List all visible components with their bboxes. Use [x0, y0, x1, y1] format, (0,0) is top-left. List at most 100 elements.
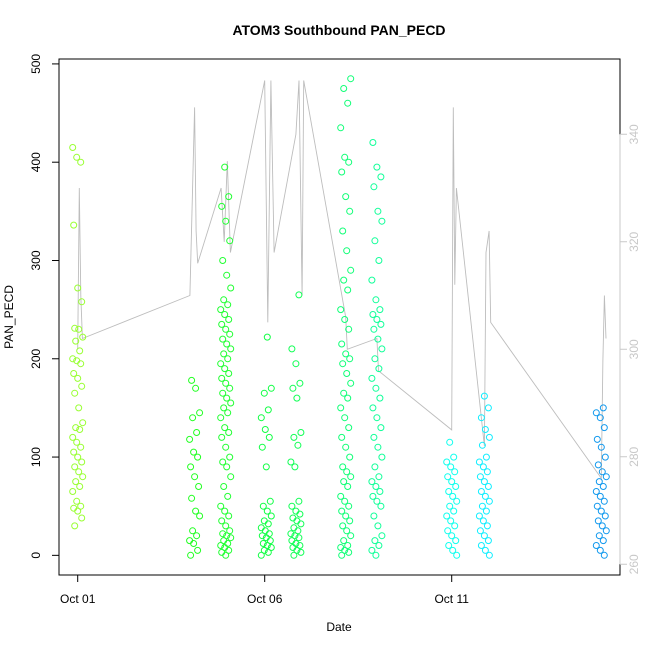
data-point	[186, 435, 194, 443]
data-point	[478, 502, 486, 510]
data-point	[223, 532, 231, 540]
data-point	[217, 542, 225, 549]
data-point	[368, 276, 376, 284]
data-point	[377, 320, 385, 328]
data-point	[338, 340, 346, 348]
data-point	[595, 532, 603, 540]
data-point	[70, 370, 78, 377]
data-point	[218, 517, 226, 525]
data-point	[345, 548, 353, 556]
gray-series-layer	[77, 80, 607, 480]
data-point	[196, 409, 204, 417]
data-point	[337, 124, 345, 132]
data-point	[74, 374, 82, 382]
data-point	[77, 360, 85, 368]
right-tick-label: 340	[627, 124, 641, 144]
y-tick-label: 100	[29, 447, 43, 467]
data-point	[296, 510, 304, 518]
data-point	[377, 502, 385, 510]
data-point	[345, 325, 353, 333]
data-point	[72, 478, 80, 486]
data-point	[218, 202, 226, 210]
data-point	[223, 340, 231, 348]
data-point	[378, 345, 386, 353]
data-point	[443, 458, 451, 466]
data-point	[290, 551, 298, 559]
data-point	[296, 379, 304, 387]
data-point	[217, 360, 225, 368]
data-point	[446, 502, 454, 510]
data-point	[600, 424, 608, 432]
data-point	[189, 414, 197, 422]
data-point	[226, 330, 234, 338]
data-point	[218, 433, 226, 441]
data-point	[483, 522, 491, 530]
data-point	[372, 483, 380, 490]
data-point	[187, 463, 195, 471]
data-point	[374, 522, 382, 530]
data-point	[343, 370, 351, 377]
data-point	[345, 158, 353, 166]
data-point	[345, 424, 353, 432]
data-point	[223, 463, 231, 471]
data-point	[261, 426, 269, 433]
data-point	[346, 207, 354, 215]
data-point	[79, 473, 87, 481]
data-point	[480, 478, 488, 486]
data-point	[224, 492, 232, 500]
y-tick-label: 300	[29, 250, 43, 270]
data-point	[593, 502, 601, 510]
data-point	[75, 404, 83, 412]
data-point	[370, 325, 378, 333]
plot-frame	[58, 58, 621, 576]
data-point	[289, 384, 297, 392]
data-point	[293, 394, 301, 402]
y-tick-label: 400	[29, 152, 43, 172]
data-point	[225, 316, 233, 323]
data-point	[450, 453, 458, 461]
data-point	[297, 548, 305, 556]
data-point	[342, 512, 350, 520]
data-point	[338, 433, 346, 441]
data-point	[77, 443, 85, 451]
data-point	[188, 494, 196, 502]
data-point	[71, 463, 79, 471]
data-point	[374, 335, 382, 343]
data-point	[484, 483, 492, 490]
data-point	[485, 551, 493, 559]
data-point	[485, 497, 493, 505]
data-point	[371, 237, 379, 245]
data-point	[345, 502, 353, 510]
data-point	[593, 435, 601, 443]
data-point	[451, 468, 459, 476]
data-point	[452, 537, 460, 545]
data-point	[449, 492, 457, 500]
data-point	[476, 473, 484, 481]
data-point	[337, 492, 345, 500]
data-point	[290, 433, 298, 441]
data-point	[287, 458, 295, 466]
data-point	[478, 441, 486, 449]
data-point	[73, 438, 81, 446]
data-point	[475, 458, 483, 466]
data-point	[448, 478, 456, 486]
data-point	[291, 463, 299, 471]
data-point	[292, 507, 300, 515]
data-point	[218, 374, 226, 382]
data-point	[190, 540, 198, 547]
y-axis-left: 0 100 200 300 400 500	[29, 54, 60, 559]
data-point	[219, 458, 227, 466]
data-point	[369, 492, 377, 500]
data-point	[378, 217, 386, 225]
data-point	[195, 483, 203, 490]
data-point	[227, 534, 235, 542]
data-point	[78, 382, 86, 390]
data-point	[373, 414, 381, 422]
data-point	[193, 429, 201, 436]
data-point	[481, 546, 489, 554]
data-point	[596, 546, 604, 554]
data-point	[291, 532, 299, 540]
data-point	[343, 527, 351, 535]
data-point	[447, 517, 455, 525]
data-point	[267, 384, 275, 392]
